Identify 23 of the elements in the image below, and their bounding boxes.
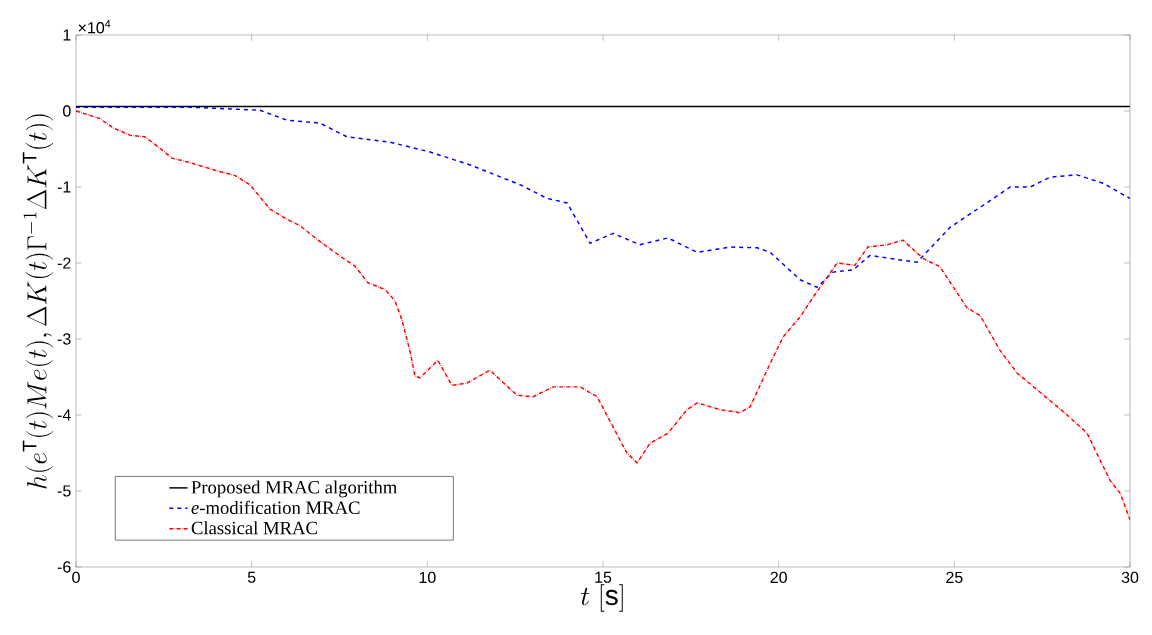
x-tick-label: 0 (72, 571, 80, 584)
x-tick-label: 10 (419, 571, 436, 584)
x-tick-label: 20 (770, 571, 787, 584)
x-tick-label: 25 (946, 571, 963, 584)
x-tick-label: 30 (1121, 571, 1139, 584)
legend-label: e-modification MRAC (191, 500, 360, 515)
legend-label: Proposed MRAC algorithm (191, 480, 398, 498)
legend-label: Classical MRAC (191, 521, 317, 535)
y-tick-label: -2 (57, 257, 71, 269)
text: ×10$^{4}$ (78, 20, 111, 34)
x-tick-label: 5 (247, 571, 256, 583)
y-tick-label: -1 (57, 181, 71, 193)
y-tick-label: 1 (63, 29, 71, 41)
y-tick-label: -6 (57, 561, 71, 573)
y-tick-label: -5 (57, 485, 71, 497)
y-tick-label: 0 (63, 105, 71, 117)
line-series (76, 110, 1131, 521)
line-series (76, 106, 1131, 289)
y-tick-label: -3 (57, 333, 71, 345)
x-axis-title: $t\ [\mathrm{s}]$ (580, 584, 623, 612)
x-tick-label: 15 (595, 571, 612, 583)
y-tick-label: -4 (57, 409, 71, 421)
y-axis-title: $h(e^{\mathrm{T}}(t)Me(t),\Delta K(t)\Gamma^{-1}\Delta K^{\mathrm{T}}(t))$ (22, 114, 54, 489)
